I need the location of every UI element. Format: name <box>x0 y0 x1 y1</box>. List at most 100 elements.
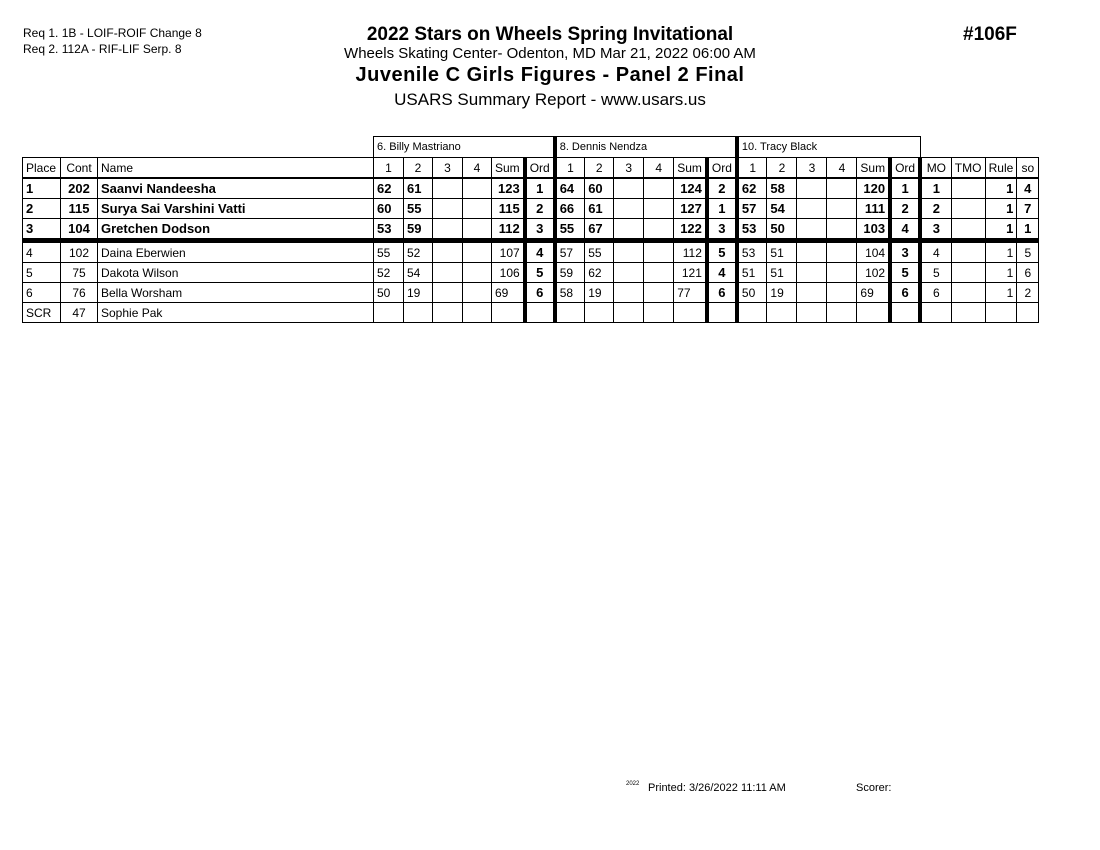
so-cell: 2 <box>1016 282 1040 303</box>
score-cell <box>613 302 645 323</box>
judge-name: 6. Billy Mastriano <box>372 136 556 158</box>
score-cell <box>432 198 463 219</box>
score-cell: 55 <box>584 240 615 263</box>
judge-ordinal: 5 <box>704 240 738 263</box>
score-cell <box>432 240 463 263</box>
score-cell: 51 <box>734 262 768 283</box>
rule-cell: 1 <box>984 218 1018 243</box>
score-cell: 62 <box>734 177 768 199</box>
score-cell <box>643 198 675 219</box>
judge-ordinal: 3 <box>522 218 556 243</box>
tmo-cell <box>950 198 986 219</box>
mo-cell: 2 <box>918 198 952 219</box>
skater-name: Gretchen Dodson <box>97 218 374 243</box>
score-cell: 19 <box>403 282 433 303</box>
judge-ordinal: 3 <box>704 218 738 243</box>
score-cell <box>826 240 858 263</box>
score-cell: 50 <box>373 282 404 303</box>
score-cell <box>613 198 645 219</box>
judge-sum: 106 <box>490 262 526 283</box>
judge-ordinal: 5 <box>888 262 921 283</box>
score-cell: 52 <box>373 262 404 283</box>
cont-cell: 104 <box>60 218 98 243</box>
judge-ordinal: 5 <box>522 262 556 283</box>
judge-sum: 124 <box>673 177 708 199</box>
score-cell <box>643 302 675 323</box>
judge-ordinal: 3 <box>888 240 921 263</box>
score-cell: 57 <box>734 198 768 219</box>
judge-ordinal: 6 <box>704 282 738 303</box>
score-cell <box>796 198 828 219</box>
score-cell <box>432 177 463 199</box>
rule-cell: 1 <box>984 198 1018 219</box>
score-cell: 51 <box>766 240 798 263</box>
score-cell <box>734 302 768 323</box>
judge-ordinal: 1 <box>888 177 921 199</box>
header-tmo: TMO <box>950 157 986 179</box>
score-cell: 53 <box>734 240 768 263</box>
judge-ordinal <box>704 302 738 323</box>
score-cell <box>796 282 828 303</box>
score-cell <box>613 262 645 283</box>
cont-cell: 202 <box>60 177 98 199</box>
judge-sum: 104 <box>856 240 891 263</box>
score-cell <box>643 177 675 199</box>
score-cell <box>613 177 645 199</box>
header-so: so <box>1016 157 1040 179</box>
judge-sum: 115 <box>490 198 526 219</box>
score-cell: 54 <box>403 262 433 283</box>
header-mo: MO <box>918 157 952 179</box>
score-cell <box>796 218 828 243</box>
column-header-row: Place Cont Name 1 2 3 4 Sum Ord 1 2 3 4 Sum Ord 1 2 3 4 Sum… <box>22 157 1040 179</box>
place-cell: 5 <box>22 262 61 283</box>
score-cell <box>796 302 828 323</box>
requirement-1: Req 1. 1B - LOIF-ROIF Change 8 <box>23 26 202 40</box>
score-cell <box>643 282 675 303</box>
mo-cell: 1 <box>918 177 952 199</box>
judge-header-row: 6. Billy Mastriano 8. Dennis Nendza 10. Tr… <box>23 136 1039 158</box>
score-cell: 60 <box>584 177 615 199</box>
score-cell <box>432 262 463 283</box>
header-judge-col: Sum <box>490 157 526 179</box>
cont-cell: 76 <box>60 282 98 303</box>
score-cell <box>796 240 828 263</box>
score-cell: 61 <box>403 177 433 199</box>
rule-cell: 1 <box>984 282 1018 303</box>
header-judge-col: 3 <box>796 157 828 179</box>
header-rule: Rule <box>984 157 1018 179</box>
judge-sum: 77 <box>673 282 708 303</box>
blank <box>920 137 1039 158</box>
skater-name: Sophie Pak <box>97 302 374 323</box>
requirement-2: Req 2. 112A - RIF-LIF Serp. 8 <box>23 42 182 56</box>
score-cell: 50 <box>766 218 798 243</box>
score-cell <box>766 302 798 323</box>
so-cell <box>1016 302 1040 323</box>
place-cell: SCR <box>22 302 61 323</box>
score-cell: 51 <box>766 262 798 283</box>
judge-ordinal: 2 <box>522 198 556 219</box>
rule-cell: 1 <box>984 262 1018 283</box>
so-cell: 7 <box>1016 198 1040 219</box>
score-cell: 58 <box>766 177 798 199</box>
judge-sum: 127 <box>673 198 708 219</box>
score-cell <box>432 282 463 303</box>
header-place: Place <box>22 157 61 179</box>
header-judge-col: 3 <box>432 157 463 179</box>
tmo-cell <box>950 177 986 199</box>
header-judge-col: 1 <box>734 157 768 179</box>
header-judge-col: 4 <box>643 157 675 179</box>
judge-ordinal: 6 <box>522 282 556 303</box>
skater-name: Surya Sai Varshini Vatti <box>97 198 374 219</box>
score-cell <box>826 218 858 243</box>
header-judge-col: 1 <box>373 157 404 179</box>
score-cell: 19 <box>766 282 798 303</box>
header-judge-col: Sum <box>673 157 708 179</box>
score-cell: 61 <box>584 198 615 219</box>
judge-sum: 121 <box>673 262 708 283</box>
judge-ordinal <box>888 302 921 323</box>
score-cell: 53 <box>734 218 768 243</box>
score-cell <box>462 177 492 199</box>
mo-cell: 3 <box>918 218 952 243</box>
score-cell: 59 <box>552 262 586 283</box>
table-row: 5 75 Dakota Wilson 52 54 106 5 59 62 121 4 51 51 102 5… <box>22 262 1040 283</box>
